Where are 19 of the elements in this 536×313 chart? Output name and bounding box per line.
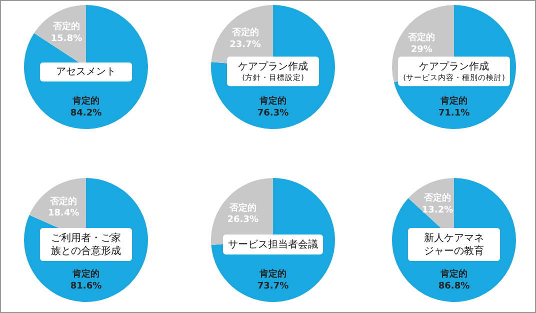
- text: ケアプラン作成: [419, 60, 489, 73]
- text: アセスメント: [56, 66, 116, 78]
- data-label: 73.7%: [257, 281, 289, 292]
- text: ご利用者・ご家族との合意形成: [51, 232, 121, 257]
- data-label: 71.1%: [438, 108, 470, 118]
- text: サービス担当者会議: [228, 238, 318, 250]
- data-label: 76.3%: [257, 108, 289, 118]
- data-label: 84.2%: [70, 108, 102, 118]
- data-label: 86.8%: [438, 281, 470, 292]
- slice-label: 肯定的: [72, 96, 100, 107]
- text: ケアプラン作成: [238, 60, 308, 73]
- slice-label: 肯定的: [440, 96, 468, 107]
- slice-label: 肯定的: [440, 268, 468, 280]
- slice-label: 肯定的: [258, 96, 286, 107]
- slice-label: 肯定的: [258, 268, 286, 280]
- data-label: 81.6%: [70, 281, 102, 292]
- slice-label: 肯定的: [72, 268, 100, 280]
- data-label: 13.2%: [422, 205, 454, 216]
- text: 新人ケアマネジャーの教育: [424, 232, 484, 257]
